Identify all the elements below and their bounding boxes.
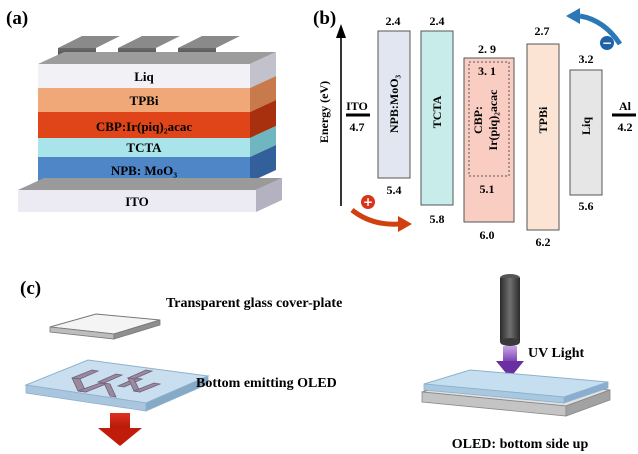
panel-a-label: (a) bbox=[6, 8, 28, 29]
layer-ito-label: ITO bbox=[125, 194, 149, 209]
layer-npb-label: NPB: MoO₃ bbox=[111, 163, 177, 178]
band-cbp-name2: Ir(piq)₂acac bbox=[486, 89, 500, 151]
uv-lamp bbox=[500, 274, 520, 346]
svg-text:+: + bbox=[363, 195, 373, 209]
panel-b-label: (b) bbox=[313, 8, 336, 29]
band-cbp-name: CBP: bbox=[471, 106, 485, 134]
al-value: 4.2 bbox=[618, 120, 633, 134]
band-cbp: 2. 9 3. 1 CBP: Ir(piq)₂acac 5.1 6.0 bbox=[463, 42, 515, 242]
band-tcta-bottom: 5.8 bbox=[430, 212, 445, 226]
layer-tpbi-label: TPBi bbox=[130, 93, 159, 108]
band-cbp-inner-top: 3. 1 bbox=[478, 64, 496, 78]
electrode-pattern bbox=[71, 369, 162, 398]
glass-cover-plate bbox=[49, 313, 161, 340]
band-tpbi-bottom: 6.2 bbox=[536, 235, 551, 249]
energy-axis: Energy (eV) bbox=[317, 24, 346, 206]
oled-bottom-up bbox=[421, 369, 611, 417]
cover-plate-label: Transparent glass cover-plate bbox=[166, 296, 342, 311]
hole-injection-arrow: + bbox=[350, 195, 412, 232]
svg-text:−: − bbox=[602, 36, 612, 50]
band-cbp-inner-bottom: 5.1 bbox=[480, 182, 495, 196]
band-liq-name: Liq bbox=[579, 117, 593, 135]
oled-label: Bottom emitting OLED bbox=[196, 376, 337, 391]
band-npb-bottom: 5.4 bbox=[387, 183, 402, 197]
band-liq-top: 3.2 bbox=[579, 52, 594, 66]
band-npb: 2.4 NPB:MoO₃ 5.4 bbox=[377, 14, 411, 197]
band-tcta-top: 2.4 bbox=[430, 14, 445, 28]
ito-level: ITO 4.7 bbox=[346, 99, 370, 134]
band-tpbi-top: 2.7 bbox=[535, 24, 550, 38]
device-stack: Liq TPBi CBP:Ir(piq)₂acac TCTA NPB: MoO₃… bbox=[18, 36, 282, 212]
uv-light-label: UV Light bbox=[528, 346, 584, 361]
band-liq: 3.2 Liq 5.6 bbox=[569, 52, 603, 213]
electron-icon bbox=[600, 36, 614, 50]
band-npb-top: 2.4 bbox=[386, 14, 401, 28]
hole-icon bbox=[361, 195, 375, 209]
ito-name: ITO bbox=[346, 99, 368, 113]
energy-axis-label: Energy (eV) bbox=[317, 81, 331, 143]
band-tcta-name: TCTA bbox=[430, 95, 444, 128]
panel-c-label: (c) bbox=[20, 278, 41, 299]
layer-cbp-label: CBP:Ir(piq)₂acac bbox=[96, 119, 193, 134]
oled-substrate bbox=[24, 359, 210, 412]
band-npb-name: NPB:MoO₃ bbox=[387, 74, 401, 133]
band-tpbi: 2.7 TPBi 6.2 bbox=[526, 24, 560, 249]
ito-value: 4.7 bbox=[350, 120, 365, 134]
band-tpbi-name: TPBi bbox=[536, 106, 550, 133]
layer-liq-label: Liq bbox=[134, 69, 154, 84]
band-cbp-top: 2. 9 bbox=[478, 42, 496, 56]
uv-beam-arrow bbox=[496, 346, 524, 378]
layer-tcta-label: TCTA bbox=[126, 140, 162, 155]
band-liq-bottom: 5.6 bbox=[579, 199, 594, 213]
electron-injection-arrow: − bbox=[566, 8, 623, 50]
emission-arrow bbox=[98, 413, 142, 446]
al-name: Al bbox=[619, 99, 632, 113]
band-cbp-bottom: 6.0 bbox=[480, 228, 495, 242]
al-level: Al 4.2 bbox=[612, 99, 636, 134]
band-tcta: 2.4 TCTA 5.8 bbox=[420, 14, 454, 226]
dopant-level-box bbox=[468, 61, 510, 177]
bottom-up-label: OLED: bottom side up bbox=[452, 437, 589, 452]
